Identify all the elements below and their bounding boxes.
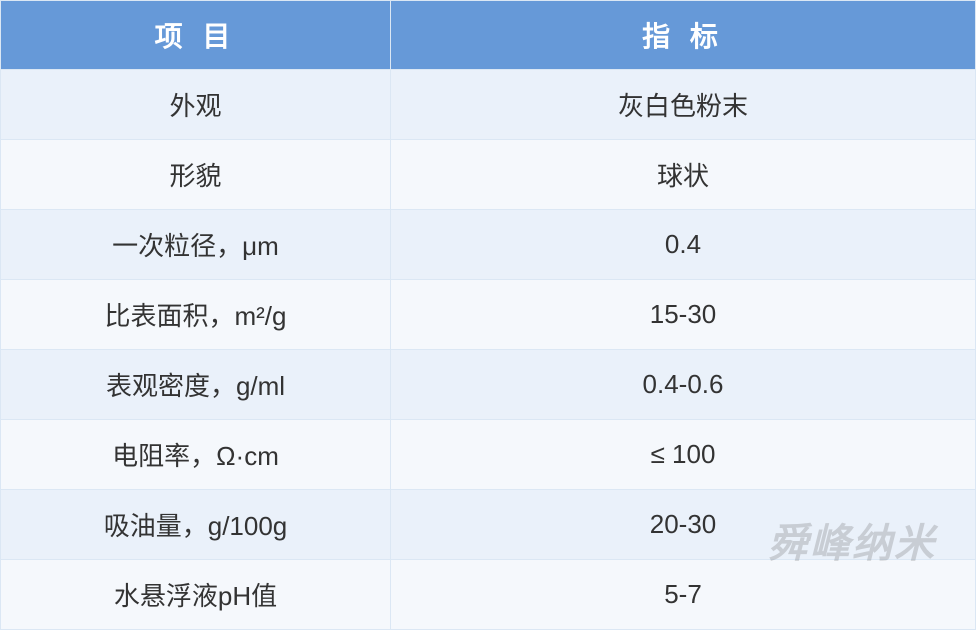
table-row: 水悬浮液pH值 5-7	[1, 560, 976, 630]
table-row: 表观密度，g/ml 0.4-0.6	[1, 350, 976, 420]
row-value: 灰白色粉末	[391, 70, 976, 140]
row-value: 5-7	[391, 560, 976, 630]
row-name: 外观	[1, 70, 391, 140]
table-row: 形貌 球状	[1, 140, 976, 210]
row-value: 15-30	[391, 280, 976, 350]
row-value: 20-30	[391, 490, 976, 560]
row-name: 水悬浮液pH值	[1, 560, 391, 630]
row-name: 吸油量，g/100g	[1, 490, 391, 560]
row-name: 电阻率，Ω·cm	[1, 420, 391, 490]
row-value: 0.4	[391, 210, 976, 280]
row-name: 一次粒径，μm	[1, 210, 391, 280]
table-row: 比表面积，m²/g 15-30	[1, 280, 976, 350]
spec-table: 项 目 指 标 外观 灰白色粉末 形貌 球状 一次粒径，μm 0.4 比表面积，…	[0, 0, 976, 630]
row-value: ≤ 100	[391, 420, 976, 490]
header-col-spec: 指 标	[391, 1, 976, 70]
row-value: 球状	[391, 140, 976, 210]
table-row: 外观 灰白色粉末	[1, 70, 976, 140]
header-col-item: 项 目	[1, 1, 391, 70]
row-name: 形貌	[1, 140, 391, 210]
table-row: 一次粒径，μm 0.4	[1, 210, 976, 280]
table-row: 电阻率，Ω·cm ≤ 100	[1, 420, 976, 490]
table-header-row: 项 目 指 标	[1, 1, 976, 70]
row-value: 0.4-0.6	[391, 350, 976, 420]
table-body: 外观 灰白色粉末 形貌 球状 一次粒径，μm 0.4 比表面积，m²/g 15-…	[1, 70, 976, 630]
table-row: 吸油量，g/100g 20-30	[1, 490, 976, 560]
row-name: 比表面积，m²/g	[1, 280, 391, 350]
row-name: 表观密度，g/ml	[1, 350, 391, 420]
